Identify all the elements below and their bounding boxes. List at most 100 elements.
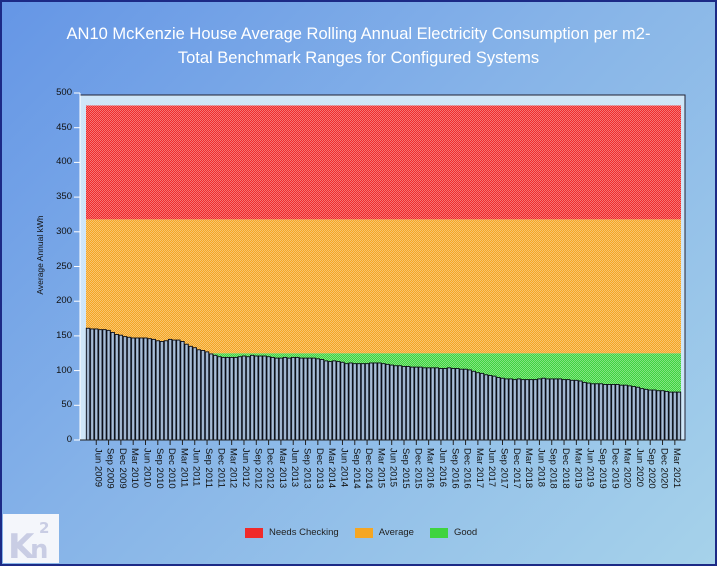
y-tick-label: 450 <box>56 121 72 133</box>
x-tick-label: Sep 2017 <box>498 448 510 489</box>
bar <box>602 384 608 441</box>
bar <box>172 339 177 441</box>
x-tick-label: Jun 2012 <box>239 448 251 488</box>
bar <box>611 384 616 441</box>
bar <box>434 367 440 441</box>
bar <box>401 365 407 441</box>
bar <box>578 380 583 441</box>
bar <box>397 365 403 441</box>
bar <box>442 368 448 441</box>
bar <box>262 355 267 441</box>
x-tick-label: Sep 2019 <box>596 448 608 489</box>
bar <box>664 390 669 441</box>
bar <box>529 379 534 441</box>
x-tick-label: Mar 2020 <box>621 448 633 489</box>
bar <box>438 368 444 441</box>
x-tick-label: Sep 2018 <box>547 448 559 489</box>
bar <box>102 329 107 441</box>
bar <box>315 358 321 441</box>
bar <box>245 356 251 441</box>
x-tick-label: Sep 2014 <box>350 448 362 489</box>
bar <box>668 391 673 441</box>
bar <box>410 366 415 441</box>
bar <box>336 361 341 441</box>
bar <box>541 377 546 441</box>
bar <box>229 356 234 441</box>
x-tick-label: Dec 2013 <box>313 448 325 489</box>
x-tick-label: Dec 2019 <box>609 448 621 489</box>
bar <box>430 367 435 441</box>
x-tick-label: Mar 2012 <box>227 448 239 489</box>
y-tick-label: 250 <box>56 260 72 272</box>
bar <box>159 341 165 441</box>
legend-item-average: Average <box>354 527 414 538</box>
svg-text:n: n <box>30 535 49 563</box>
bar <box>126 336 132 441</box>
bar <box>233 356 238 441</box>
bar <box>533 379 538 441</box>
bar <box>471 370 476 441</box>
x-tick-label: Sep 2009 <box>104 448 116 489</box>
bar <box>368 362 374 441</box>
bar <box>344 363 349 441</box>
legend: Needs Checking Average Good <box>245 527 477 538</box>
x-tick-label: Mar 2013 <box>276 448 288 489</box>
bar <box>340 361 345 441</box>
x-tick-label: Dec 2017 <box>510 448 522 489</box>
x-tick-label: Mar 2021 <box>670 448 682 489</box>
y-tick-label: 50 <box>61 399 72 411</box>
bar <box>590 383 595 441</box>
bar <box>278 357 284 441</box>
bar <box>582 381 587 441</box>
x-tick-label: Dec 2012 <box>264 448 276 489</box>
bar <box>426 367 431 441</box>
x-tick-label: Dec 2020 <box>658 448 670 489</box>
bar <box>135 337 140 441</box>
legend-swatch <box>245 527 263 538</box>
bar <box>373 362 378 441</box>
x-tick-label: Sep 2020 <box>646 448 658 489</box>
x-tick-label: Dec 2015 <box>412 448 424 489</box>
bar <box>118 334 124 441</box>
y-tick-label: 0 <box>66 434 72 445</box>
bar <box>364 363 370 441</box>
x-tick-label: Mar 2017 <box>473 448 485 489</box>
chart-title: AN10 McKenzie House Average Rolling Annu… <box>0 22 717 70</box>
legend-item-good: Good <box>429 527 477 538</box>
y-tick-label: 500 <box>56 87 72 98</box>
bar <box>492 375 497 441</box>
bar <box>319 359 325 441</box>
bar <box>200 350 206 441</box>
y-tick-label: 150 <box>56 329 72 341</box>
x-tick-label: Jun 2014 <box>338 448 350 488</box>
bar <box>455 368 460 441</box>
bar <box>656 390 661 441</box>
bar <box>598 383 604 441</box>
bar <box>139 337 144 441</box>
bar <box>467 369 472 441</box>
bar <box>208 353 214 441</box>
bar <box>143 337 148 441</box>
bar <box>545 378 550 441</box>
y-tick-label: 400 <box>56 156 72 168</box>
x-tick-label: Jun 2019 <box>584 448 596 488</box>
band-texture-average <box>86 219 681 354</box>
x-tick-label: Jun 2017 <box>486 448 498 488</box>
bar <box>479 372 485 441</box>
bar <box>405 365 411 441</box>
bar <box>475 372 481 441</box>
svg-text:2: 2 <box>39 519 49 537</box>
bar <box>631 386 637 441</box>
bar <box>520 379 526 441</box>
bar <box>151 338 156 441</box>
bar <box>196 349 202 441</box>
x-tick-label: Jun 2018 <box>535 448 547 488</box>
bar <box>463 368 468 441</box>
bar <box>213 354 218 441</box>
bar <box>327 361 333 441</box>
legend-swatch <box>354 527 373 538</box>
bar <box>504 378 509 441</box>
bar <box>122 336 128 441</box>
bar <box>299 357 304 441</box>
